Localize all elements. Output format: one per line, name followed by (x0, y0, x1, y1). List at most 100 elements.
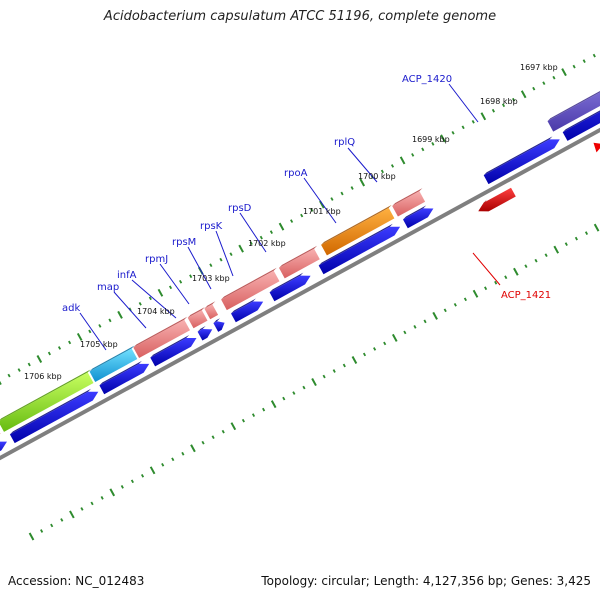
gene-label: map (97, 282, 119, 293)
minor-tick (161, 462, 165, 467)
gene-callout-map: map (97, 282, 147, 329)
callout-leader-line (472, 252, 501, 286)
minor-tick (50, 523, 54, 528)
minor-tick (542, 81, 546, 86)
gene-callout-rpsD: rpsD (228, 203, 267, 253)
minor-tick (572, 64, 576, 69)
callout-leader-line (215, 230, 234, 277)
cds-forward-arrow (483, 136, 560, 185)
cds-forward-arrow (231, 298, 264, 323)
major-tick (593, 223, 600, 232)
callout-leader-line (79, 312, 107, 351)
major-tick (391, 333, 398, 342)
minor-tick (552, 75, 556, 80)
feature-rpsM (204, 301, 219, 320)
major-tick (270, 400, 277, 409)
minor-tick (259, 235, 263, 240)
minor-tick (148, 296, 152, 301)
minor-tick (130, 479, 134, 484)
callout-leader-line (303, 177, 337, 224)
minor-tick (380, 169, 384, 174)
cds-forward-arrow (99, 360, 150, 395)
minor-tick (138, 302, 142, 306)
callout-leader-line (159, 263, 190, 305)
minor-tick (120, 485, 124, 489)
minor-tick (322, 374, 326, 379)
minor-tick (40, 529, 44, 533)
major-tick (561, 68, 567, 77)
gene-label: adk (62, 303, 80, 314)
kbp-label: 1697 kbp (520, 63, 558, 72)
minor-tick (582, 59, 586, 63)
major-tick (149, 466, 156, 475)
cds-forward-arrow (0, 441, 7, 452)
gene-callout-rpmJ: rpmJ (145, 254, 190, 305)
minor-tick (27, 362, 31, 367)
minor-tick (471, 119, 475, 124)
gene-label: rpmJ (145, 254, 168, 265)
feature-rpsD (279, 245, 320, 279)
gene-callout-adk: adk (62, 303, 107, 351)
minor-tick (300, 213, 304, 218)
minor-tick (211, 435, 215, 440)
kbp-label: 1702 kbp (248, 239, 286, 248)
callout-leader-line (131, 279, 177, 319)
minor-tick (17, 368, 21, 372)
major-tick (76, 332, 83, 341)
minor-tick (108, 318, 112, 323)
minor-tick (209, 263, 213, 268)
minor-tick (332, 369, 336, 373)
kbp-axis-labels: 1697 kbp 1698 kbp 1699 kbp 1700 kbp 1701 kbp… (24, 63, 558, 381)
minor-tick (330, 197, 334, 201)
gene-callout-rplQ: rplQ (334, 137, 378, 183)
cds-forward-arrow (150, 335, 197, 367)
cds-reverse-arrow-ACP_1421 (478, 187, 516, 212)
minor-tick (504, 275, 508, 280)
minor-tick (461, 125, 465, 130)
gene-callout-ACP_1420: ACP_1420 (402, 74, 479, 123)
minor-tick (584, 231, 589, 235)
major-tick (359, 178, 366, 187)
minor-tick (524, 264, 528, 269)
kbp-label: 1705 kbp (80, 340, 118, 349)
kbp-label: 1704 kbp (137, 307, 175, 316)
gene-label: rpsK (200, 221, 223, 232)
major-tick (319, 200, 325, 209)
callout-leader-line (187, 246, 212, 290)
cds-forward-arrow (9, 388, 99, 444)
minor-tick (269, 230, 273, 234)
minor-tick (219, 257, 223, 262)
minor-tick (249, 241, 253, 245)
feature-tracks (0, 91, 600, 461)
minor-tick (403, 330, 407, 335)
major-tick (190, 444, 196, 453)
minor-tick (340, 191, 344, 196)
gene-callout-rpsM: rpsM (172, 237, 212, 290)
minor-tick (80, 507, 84, 511)
gene-label: ACP_1421 (501, 290, 551, 301)
minor-tick (423, 319, 427, 324)
minor-tick (292, 391, 296, 395)
minor-tick (168, 285, 173, 290)
minor-tick (262, 407, 266, 412)
major-tick (553, 245, 560, 254)
accession-text: Accession: NC_012483 (8, 574, 145, 588)
map-title: Acidobacterium capsulatum ATCC 51196, co… (103, 9, 497, 24)
feature-rplQ (392, 188, 426, 217)
gene-callout-ACP_1421: ACP_1421 (472, 252, 551, 301)
minor-tick (229, 252, 233, 257)
kbp-label: 1701 kbp (303, 207, 341, 216)
minor-tick (90, 501, 94, 506)
minor-tick (491, 108, 495, 113)
gene-callout-infA: infA (117, 270, 177, 319)
minor-tick (532, 86, 536, 91)
feature-rpoA (321, 204, 395, 256)
minor-tick (350, 186, 354, 190)
major-tick (440, 134, 446, 143)
minor-tick (383, 341, 387, 346)
minor-tick (574, 236, 578, 241)
major-tick (238, 244, 244, 253)
major-tick (432, 311, 438, 320)
minor-tick (57, 346, 62, 350)
minor-tick (310, 208, 314, 212)
